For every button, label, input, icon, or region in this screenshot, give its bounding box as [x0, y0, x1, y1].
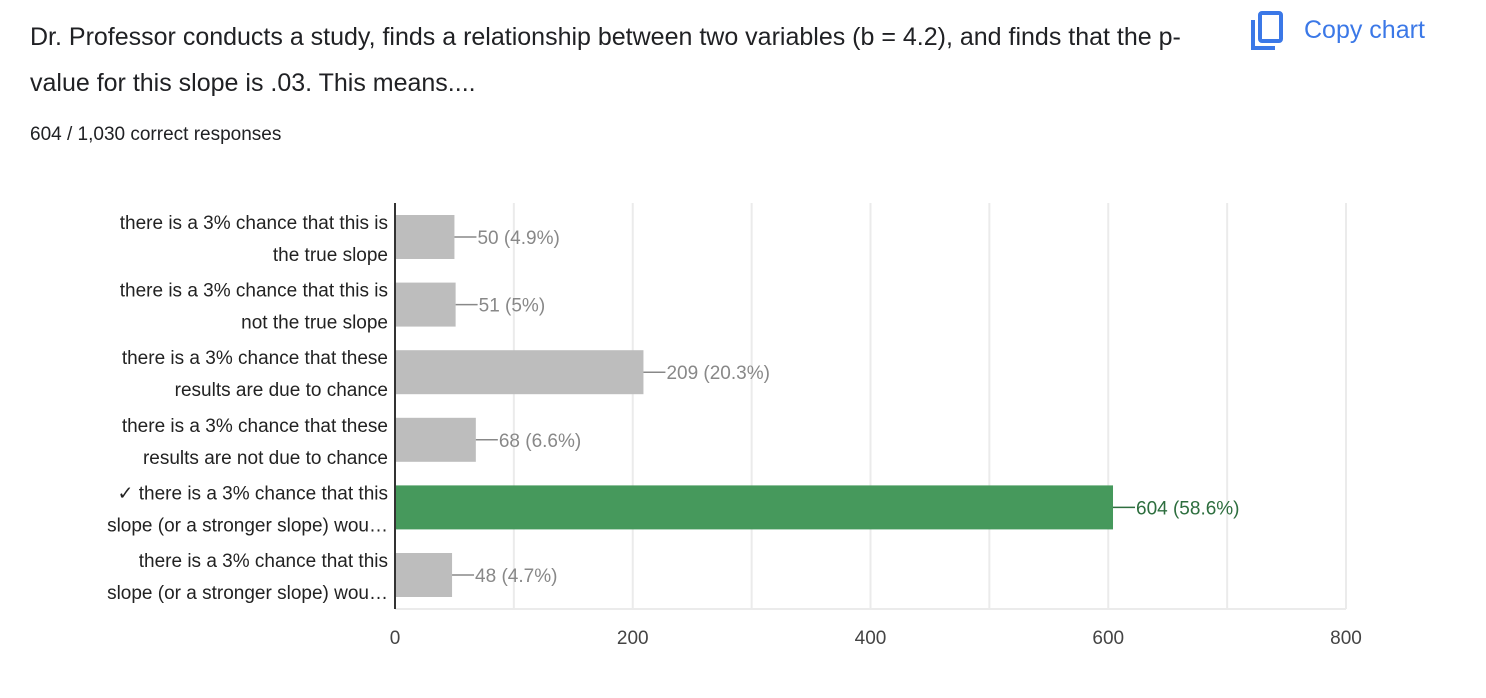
correct-responses-summary: 604 / 1,030 correct responses — [30, 124, 282, 145]
data-label: 50 (4.9%) — [477, 228, 559, 249]
data-label: 209 (20.3%) — [666, 363, 770, 384]
category-label: slope (or a stronger slope) wou… — [107, 583, 388, 604]
copy-icon — [1251, 11, 1283, 50]
copy-chart-label: Copy chart — [1304, 15, 1425, 44]
category-label: there is a 3% chance that this is — [120, 213, 388, 234]
category-label: ✓ there is a 3% chance that this — [118, 483, 388, 504]
category-label: there is a 3% chance that this — [139, 551, 388, 572]
category-label: there is a 3% chance that this is — [120, 281, 388, 302]
category-label: there is a 3% chance that these — [122, 348, 388, 369]
data-label: 51 (5%) — [479, 296, 546, 317]
bar — [395, 350, 644, 395]
category-label: slope (or a stronger slope) wou… — [107, 515, 388, 536]
x-tick-label: 200 — [617, 628, 649, 649]
x-tick-label: 400 — [855, 628, 887, 649]
bar — [395, 215, 455, 259]
bar — [395, 485, 1114, 530]
category-label: the true slope — [273, 245, 388, 266]
data-label: 48 (4.7%) — [475, 566, 557, 587]
bar — [395, 553, 453, 597]
category-label: there is a 3% chance that these — [122, 416, 388, 437]
bar — [395, 282, 456, 327]
x-tick-label: 600 — [1092, 628, 1124, 649]
category-label: not the true slope — [241, 313, 388, 334]
data-label: 68 (6.6%) — [499, 431, 581, 452]
copy-chart-button[interactable]: Copy chart — [1250, 10, 1425, 50]
category-label: results are not due to chance — [143, 448, 388, 469]
data-label: 604 (58.6%) — [1136, 498, 1240, 519]
x-tick-label: 0 — [390, 628, 401, 649]
question-title: Dr. Professor conducts a study, finds a … — [30, 23, 1181, 97]
bar — [395, 417, 476, 462]
category-label: results are due to chance — [175, 380, 388, 401]
x-tick-label: 800 — [1330, 628, 1362, 649]
